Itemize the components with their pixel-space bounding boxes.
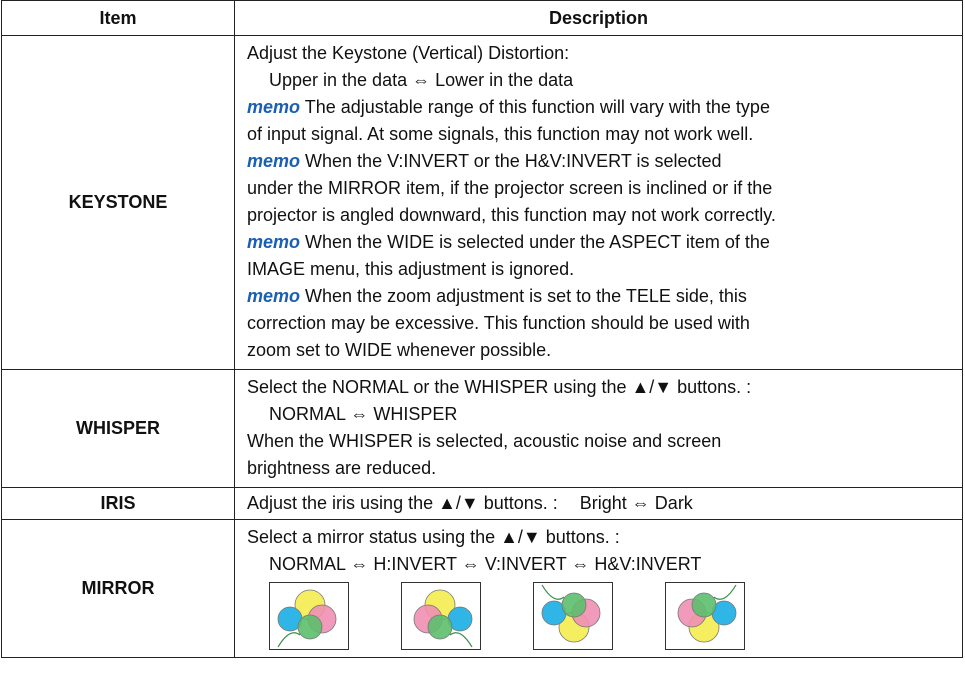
line: zoom set to WIDE whenever possible. <box>247 340 552 360</box>
mirror-h-invert <box>401 582 481 650</box>
memo: memo <box>247 232 301 252</box>
line: NORMAL ⇔ H:INVERT ⇔ V:INVERT ⇔ H&V:INVER… <box>269 554 702 574</box>
line: Select the NORMAL or the WHISPER using t… <box>247 377 752 397</box>
text: When the zoom adjustment is set to the T… <box>305 286 747 306</box>
description-cell: Adjust the iris using the ▲/▼ buttons. :… <box>234 487 963 520</box>
line: Select a mirror status using the ▲/▼ but… <box>247 527 620 547</box>
row: KEYSTONE Adjust the Keystone (Vertical) … <box>1 35 963 370</box>
description-cell: Select the NORMAL or the WHISPER using t… <box>234 369 963 488</box>
line: memo The adjustable range of this functi… <box>247 94 952 121</box>
line: correction may be excessive. This functi… <box>247 313 750 333</box>
description-cell: Adjust the Keystone (Vertical) Distortio… <box>234 35 963 370</box>
line: NORMAL ⇔ WHISPER <box>269 404 458 424</box>
settings-table: Item Description KEYSTONE Adjust the Key… <box>1 0 963 658</box>
text: When the WIDE is selected under the ASPE… <box>305 232 770 252</box>
line: memo When the WIDE is selected under the… <box>247 229 952 256</box>
line: brightness are reduced. <box>247 458 437 478</box>
line: When the WHISPER is selected, acoustic n… <box>247 431 722 451</box>
header-row: Item Description <box>1 0 963 36</box>
mirror-v-invert <box>533 582 613 650</box>
header-cell: Item <box>1 0 235 36</box>
text: The adjustable range of this function wi… <box>304 97 770 117</box>
row: WHISPER Select the NORMAL or the WHISPER… <box>1 369 963 488</box>
line: IMAGE menu, this adjustment is ignored. <box>247 259 575 279</box>
item-cell: KEYSTONE <box>1 35 235 370</box>
memo: memo <box>247 151 301 171</box>
header-cell: Description <box>234 0 963 36</box>
line: Upper in the data ⇔ Lower in the data <box>269 70 574 90</box>
mirror-normal <box>269 582 349 650</box>
mirror-illustrations <box>247 578 952 652</box>
line: projector is angled downward, this funct… <box>247 205 776 225</box>
item-cell: MIRROR <box>1 519 235 658</box>
text: Bright ⇔ Dark <box>579 493 693 513</box>
line: memo When the V:INVERT or the H&V:INVERT… <box>247 148 952 175</box>
line: of input signal. At some signals, this f… <box>247 124 754 144</box>
mirror-hv-invert <box>665 582 745 650</box>
line: under the MIRROR item, if the projector … <box>247 178 773 198</box>
text: When the V:INVERT or the H&V:INVERT is s… <box>305 151 722 171</box>
description-cell: Select a mirror status using the ▲/▼ but… <box>234 519 963 658</box>
row: IRIS Adjust the iris using the ▲/▼ butto… <box>1 487 963 520</box>
item-cell: WHISPER <box>1 369 235 488</box>
line: Adjust the Keystone (Vertical) Distortio… <box>247 43 570 63</box>
memo: memo <box>247 97 301 117</box>
item-cell: IRIS <box>1 487 235 520</box>
text: Adjust the iris using the ▲/▼ buttons. : <box>247 493 558 513</box>
memo: memo <box>247 286 301 306</box>
row: MIRROR Select a mirror status using the … <box>1 519 963 658</box>
line: memo When the zoom adjustment is set to … <box>247 283 952 310</box>
